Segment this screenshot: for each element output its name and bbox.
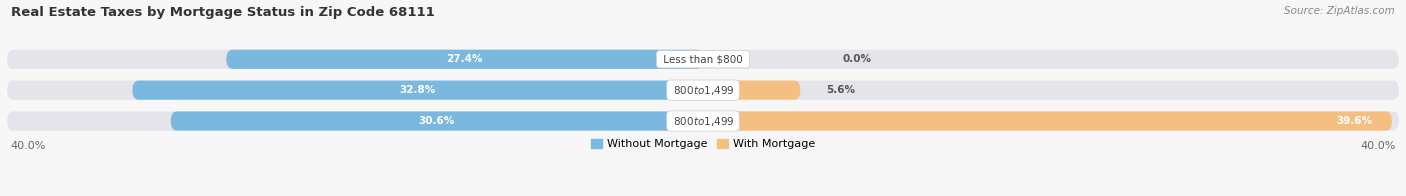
FancyBboxPatch shape	[703, 112, 1392, 131]
Text: Real Estate Taxes by Mortgage Status in Zip Code 68111: Real Estate Taxes by Mortgage Status in …	[11, 6, 434, 19]
FancyBboxPatch shape	[7, 81, 1399, 100]
Text: 32.8%: 32.8%	[399, 85, 436, 95]
FancyBboxPatch shape	[132, 81, 703, 100]
Text: 5.6%: 5.6%	[827, 85, 855, 95]
Text: 0.0%: 0.0%	[842, 54, 872, 64]
Text: 30.6%: 30.6%	[419, 116, 456, 126]
Legend: Without Mortgage, With Mortgage: Without Mortgage, With Mortgage	[586, 135, 820, 154]
Text: 40.0%: 40.0%	[10, 141, 46, 151]
Text: 27.4%: 27.4%	[446, 54, 482, 64]
FancyBboxPatch shape	[170, 112, 703, 131]
Text: Less than $800: Less than $800	[659, 54, 747, 64]
FancyBboxPatch shape	[703, 81, 800, 100]
Text: 39.6%: 39.6%	[1337, 116, 1372, 126]
FancyBboxPatch shape	[7, 50, 1399, 69]
Text: $800 to $1,499: $800 to $1,499	[671, 114, 735, 128]
Text: $800 to $1,499: $800 to $1,499	[671, 84, 735, 97]
FancyBboxPatch shape	[7, 112, 1399, 131]
Text: 40.0%: 40.0%	[1360, 141, 1396, 151]
FancyBboxPatch shape	[226, 50, 703, 69]
Text: Source: ZipAtlas.com: Source: ZipAtlas.com	[1284, 6, 1395, 16]
